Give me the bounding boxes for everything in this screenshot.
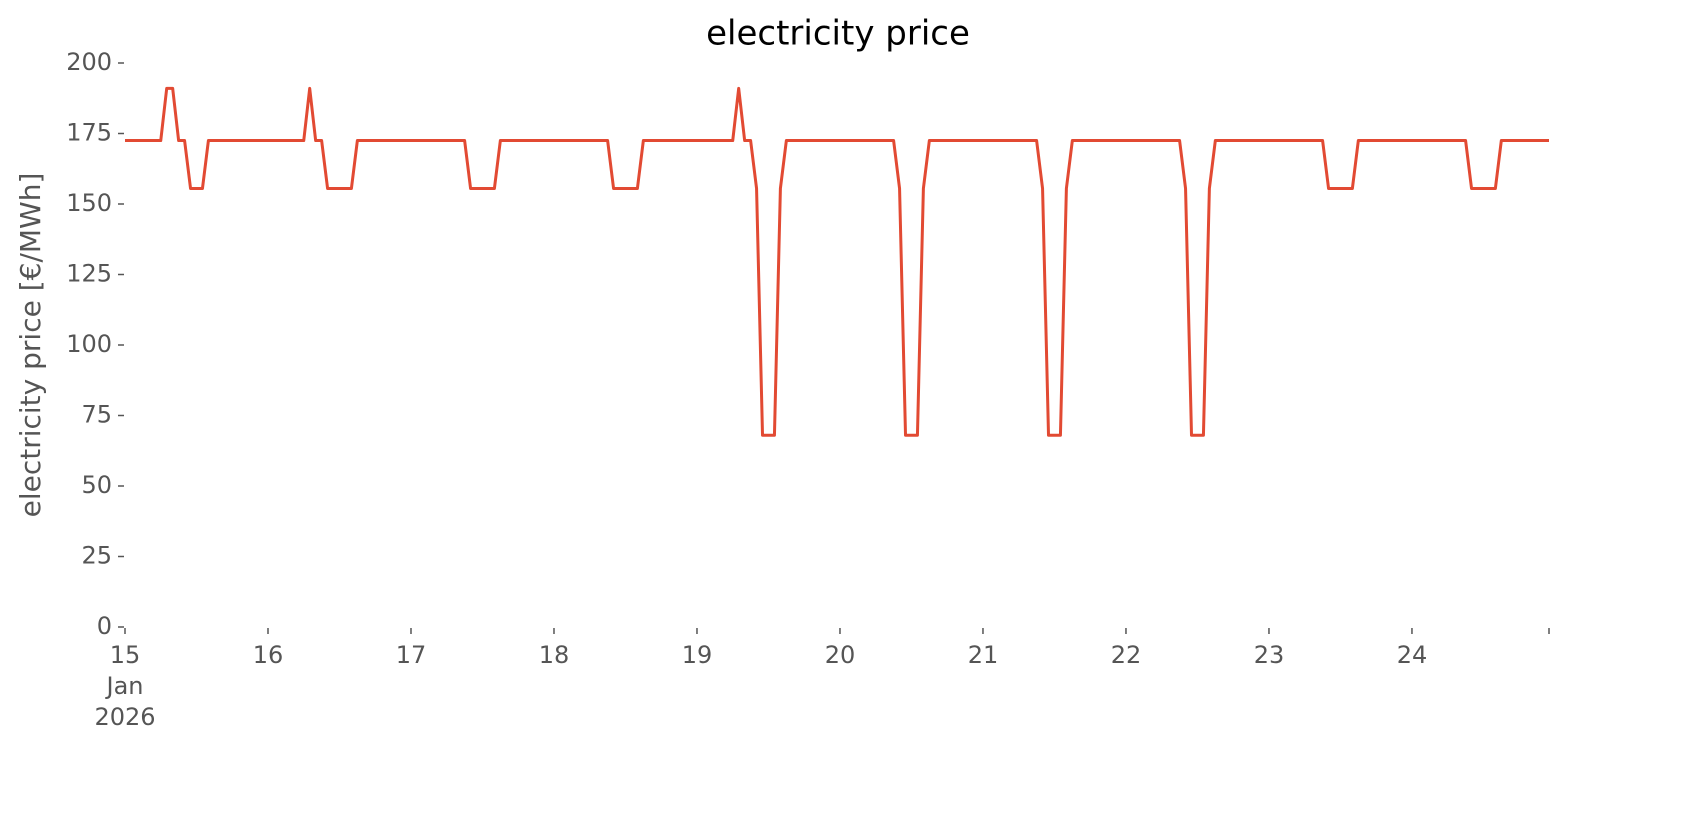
y-tick-label: 100: [66, 330, 112, 358]
x-tick-label-line: 2026: [94, 703, 155, 731]
x-tick-label: 16: [253, 641, 284, 669]
x-tick-label: 24: [1397, 641, 1428, 669]
price-line: [125, 86, 1549, 437]
x-tick-label: 17: [396, 641, 427, 669]
x-tick-label: 20: [825, 641, 856, 669]
x-tick-label: 22: [1111, 641, 1142, 669]
x-tick-label: 23: [1254, 641, 1285, 669]
y-tick-label: 75: [81, 401, 112, 429]
y-axis-label: electricity price [€/MWh]: [14, 173, 47, 518]
chart-title: electricity price: [706, 14, 970, 54]
y-tick-label: 150: [66, 189, 112, 217]
x-tick-label-line: 15: [110, 641, 141, 669]
y-tick-label: 125: [66, 260, 112, 288]
y-tick-label: 175: [66, 119, 112, 147]
y-tick-label: 0: [97, 612, 112, 640]
x-tick-label-line: Jan: [105, 672, 144, 700]
y-tick-label: 200: [66, 48, 112, 76]
x-tick-label: 15 Jan 2026: [94, 641, 155, 731]
x-tick-label: 21: [968, 641, 999, 669]
y-tick-label: 50: [81, 471, 112, 499]
x-tick-label: 19: [682, 641, 713, 669]
x-tick-label: 18: [539, 641, 570, 669]
y-tick-label: 25: [81, 542, 112, 570]
